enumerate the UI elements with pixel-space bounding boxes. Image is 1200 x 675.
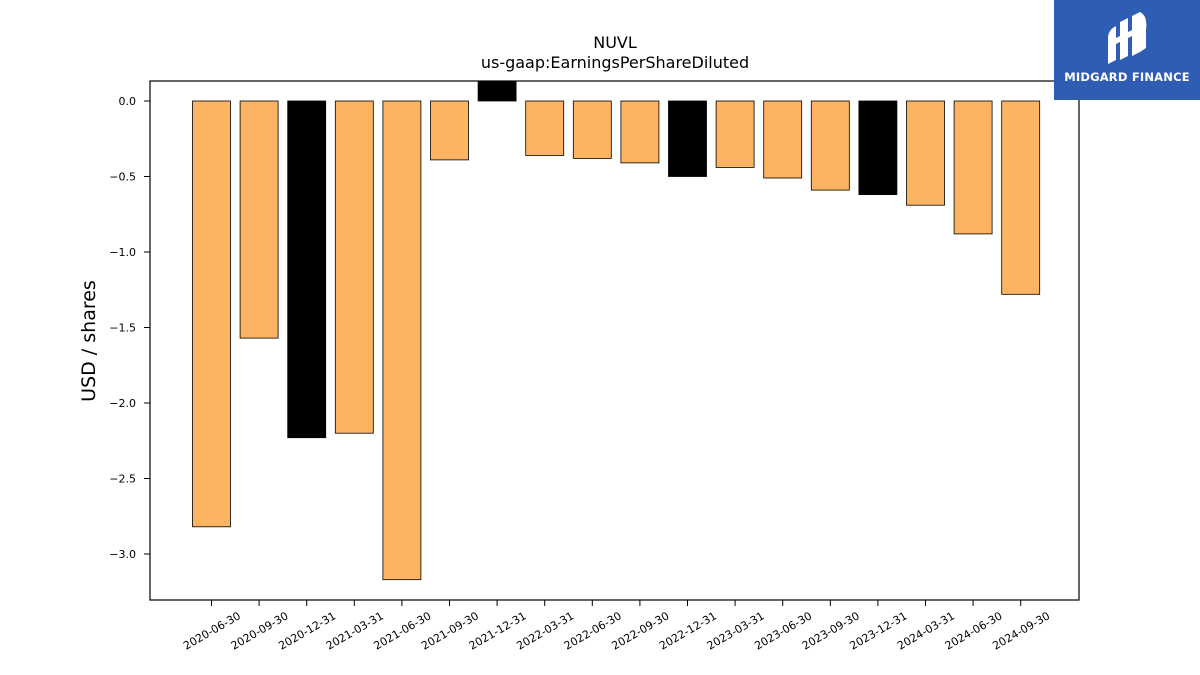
bar-2020-06-30 <box>192 100 231 528</box>
bar-2020-12-31 <box>287 100 327 439</box>
chart-title: NUVL <box>593 33 637 52</box>
bar-2022-12-31 <box>668 100 707 177</box>
plot-frame <box>149 80 1080 601</box>
logo-text: MIDGARD FINANCE <box>1064 70 1190 84</box>
chart-subtitle: us-gaap:EarningsPerShareDiluted <box>481 53 749 72</box>
bar-2021-09-30 <box>430 100 469 161</box>
y-axis-label: USD / shares <box>78 280 100 402</box>
bar-2022-03-31 <box>525 100 565 156</box>
bar-2022-06-30 <box>572 100 612 159</box>
bar-2021-06-30 <box>382 100 422 581</box>
bar-2021-12-31 <box>477 81 517 102</box>
y-tick-label: 0.0 <box>119 95 137 108</box>
bar-2024-06-30 <box>953 100 993 235</box>
bar-2023-12-31 <box>858 100 898 195</box>
bar-2021-03-31 <box>334 100 374 434</box>
bar-2023-03-31 <box>715 100 755 168</box>
bar-2023-09-30 <box>810 100 850 191</box>
y-tick-label: −1.5 <box>109 322 136 335</box>
y-tick-label: −2.0 <box>109 397 136 410</box>
bar-2024-09-30 <box>1001 100 1041 295</box>
bar-2022-09-30 <box>620 100 660 164</box>
y-tick-label: −2.5 <box>109 473 136 486</box>
bar-2020-09-30 <box>239 100 279 339</box>
y-tick-label: −3.0 <box>109 548 136 561</box>
y-tick-label: −1.0 <box>109 246 136 259</box>
midgard-finance-logo: MIDGARD FINANCE <box>1054 0 1200 100</box>
bar-2023-06-30 <box>763 100 803 179</box>
midgard-logo-icon <box>1108 12 1147 64</box>
bar-2024-03-31 <box>906 100 945 206</box>
y-tick-label: −0.5 <box>109 171 136 184</box>
